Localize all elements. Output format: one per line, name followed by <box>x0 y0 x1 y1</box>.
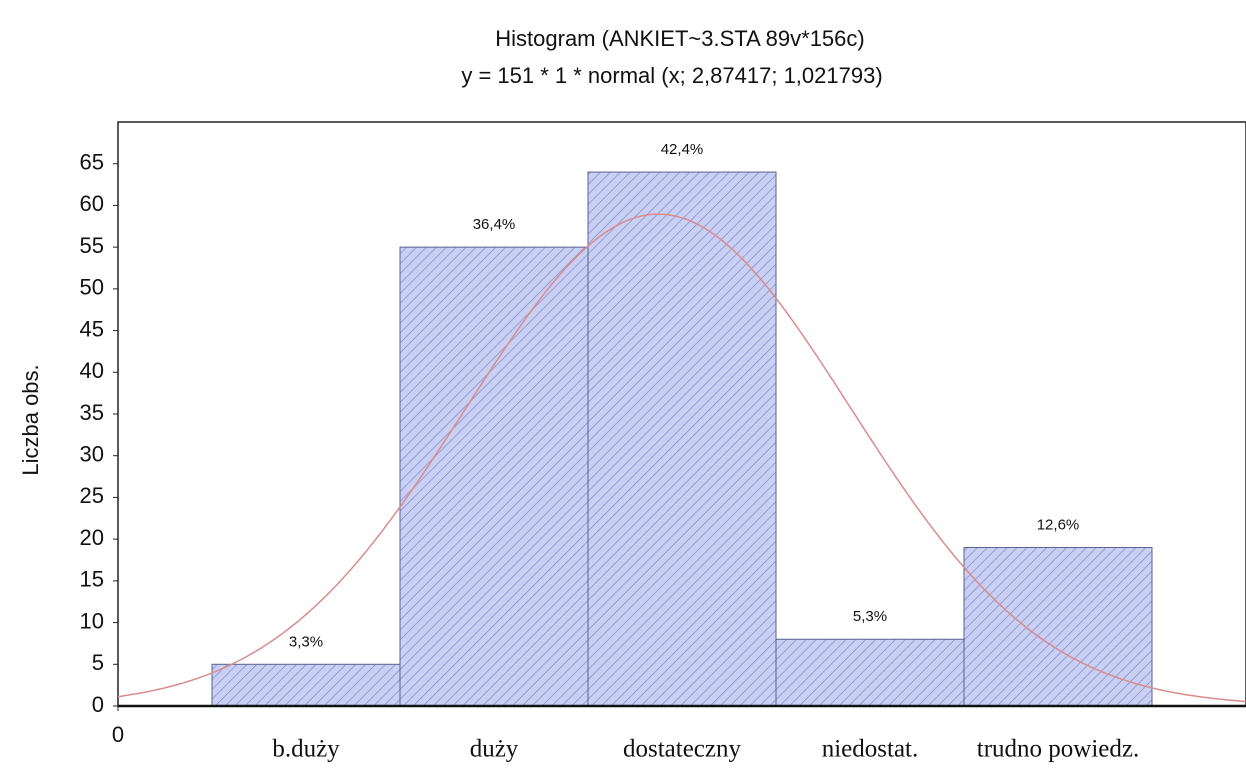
category-label: duży <box>470 736 519 763</box>
normal-fit-curve <box>117 213 1246 703</box>
y-tick-label: 35 <box>80 400 104 425</box>
bar <box>775 638 965 707</box>
value-label: 12,6% <box>1037 516 1080 533</box>
value-label: 3,3% <box>289 633 323 650</box>
bar <box>399 246 589 707</box>
y-tick-label: 20 <box>80 525 104 550</box>
category-label: b.duży <box>272 736 340 763</box>
y-tick-label: 55 <box>80 233 104 258</box>
category-label: niedostat. <box>822 736 919 763</box>
value-label: 42,4% <box>661 141 704 158</box>
x-tick-label: 0 <box>112 722 124 747</box>
y-tick-label: 60 <box>80 191 104 216</box>
y-tick-label: 5 <box>92 650 104 675</box>
bar <box>963 546 1153 707</box>
y-tick-label: 40 <box>80 358 104 383</box>
y-tick-label: 45 <box>80 316 104 341</box>
category-label: trudno powiedz. <box>977 736 1139 763</box>
category-label: dostateczny <box>623 736 742 763</box>
y-tick-label: 15 <box>80 567 104 592</box>
y-tick-label: 25 <box>80 483 104 508</box>
y-tick-label: 65 <box>80 150 104 175</box>
y-tick-label: 0 <box>92 692 104 717</box>
chart-title: Histogram (ANKIET~3.STA 89v*156c) <box>495 26 864 51</box>
bar <box>211 663 401 707</box>
y-tick-label: 30 <box>80 442 104 467</box>
y-axis-label: Liczba obs. <box>18 364 43 475</box>
y-tick-label: 10 <box>80 608 104 633</box>
chart-subtitle: y = 151 * 1 * normal (x; 2,87417; 1,0217… <box>461 63 882 88</box>
value-label: 36,4% <box>473 216 516 233</box>
y-tick-label: 50 <box>80 275 104 300</box>
value-label: 5,3% <box>853 608 887 625</box>
bar <box>587 171 777 707</box>
